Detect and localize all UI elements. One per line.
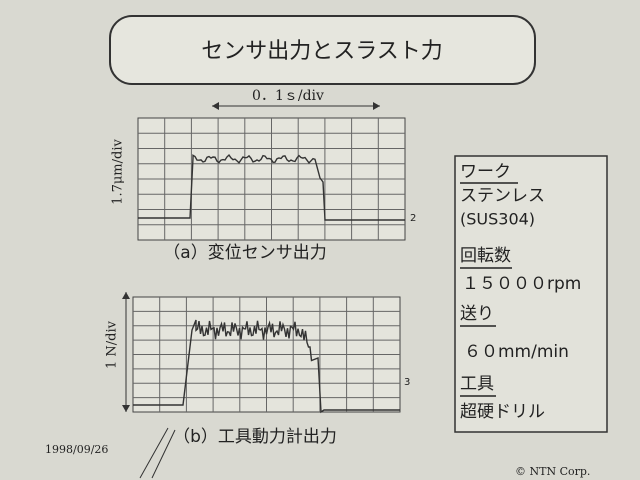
title-box (109, 15, 536, 85)
feed-label: 送り (460, 304, 494, 324)
lower-scale: 1 N/div (105, 320, 120, 369)
work-label: ワーク (460, 162, 511, 182)
lower-grid (132, 296, 401, 414)
tool-label: 工具 (460, 374, 494, 394)
time-scale: 0．1ｓ/div (252, 88, 324, 104)
upper-caption: （a）変位センサ出力 (163, 243, 326, 263)
trace (133, 319, 400, 414)
trace (138, 154, 405, 221)
conditions-box (454, 155, 608, 433)
copyright: © NTN Corp. (515, 465, 590, 478)
channel-marker: 3 (404, 377, 410, 388)
pointer-lines (139, 427, 176, 479)
lower-caption: （b）工具動力計出力 (173, 427, 337, 447)
channel-marker: 2 (410, 213, 416, 224)
work: ステンレス (460, 186, 545, 206)
feed: ６０mm/min (464, 342, 569, 362)
title: センサ出力とスラスト力 (201, 39, 443, 64)
speed: １５０００rpm (462, 274, 581, 294)
date: 1998/09/26 (45, 443, 108, 456)
upper-scale: 1.7μm/div (111, 139, 126, 205)
upper-grid (137, 117, 406, 241)
speed-label: 回転数 (460, 246, 511, 266)
work-grade: (SUS304) (460, 210, 535, 229)
conditions: ワーク ステンレス (SUS304) 回転数 １５０００rpm 送り ６０mm/… (460, 162, 581, 422)
tool: 超硬ドリル (460, 402, 545, 422)
